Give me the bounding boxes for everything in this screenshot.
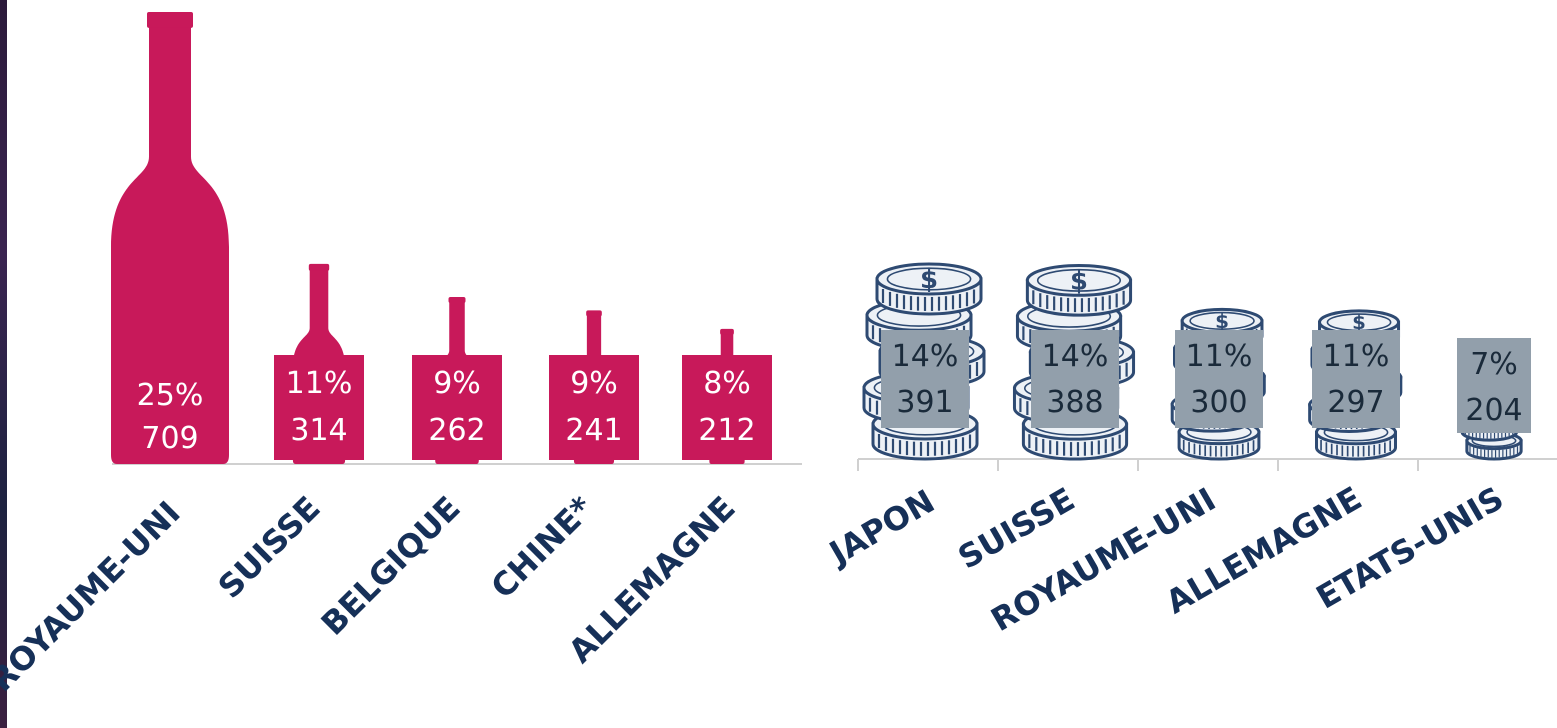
coin-chart: $14%391$14%388$11%300$11%297$7%204JAPONS… [821,262,1531,639]
value-label-box [1457,338,1531,433]
value-label: 391 [896,385,953,420]
category-label: JAPON [821,482,941,573]
value-label: 388 [1046,385,1103,420]
value-label-box [274,355,364,460]
category-label: ROYAUME-UNI [0,494,188,699]
value-label: 204 [1465,393,1522,428]
wine-chart: 25% 709 11% 314 9% 262 9% 241 8% 212 ROYAUME-UNI SU… [0,12,772,699]
percent-label: 8% [703,366,751,401]
value-label-box [1031,330,1119,428]
value-label-box [881,330,969,428]
wine-bottle-icon [111,12,229,465]
percent-label: 14% [892,339,959,374]
value-label: 212 [698,413,755,448]
value-label: 709 [141,421,198,456]
svg-text:$: $ [1352,311,1366,334]
value-label-box [412,355,502,460]
value-label-box [1175,330,1263,428]
value-label: 300 [1190,385,1247,420]
category-label: SUISSE [211,489,328,606]
percent-label: 11% [1186,339,1253,374]
value-label-box [682,355,772,460]
svg-text:$: $ [1215,309,1229,333]
value-label-box [1312,330,1400,428]
percent-label: 25% [137,378,204,413]
left-edge-strip [0,0,7,728]
value-label: 262 [428,413,485,448]
value-label-box [549,355,639,460]
value-label: 297 [1327,385,1384,420]
category-label: CHINE* [484,489,601,606]
value-label: 241 [565,413,622,448]
svg-text:$: $ [920,265,938,295]
category-label: BELGIQUE [314,489,468,643]
percent-label: 7% [1470,347,1518,382]
percent-label: 9% [570,366,618,401]
value-label: 314 [290,413,347,448]
percent-label: 14% [1042,339,1109,374]
svg-text:$: $ [1070,266,1088,296]
percent-label: 11% [1323,339,1390,374]
percent-label: 11% [286,366,353,401]
percent-label: 9% [433,366,481,401]
